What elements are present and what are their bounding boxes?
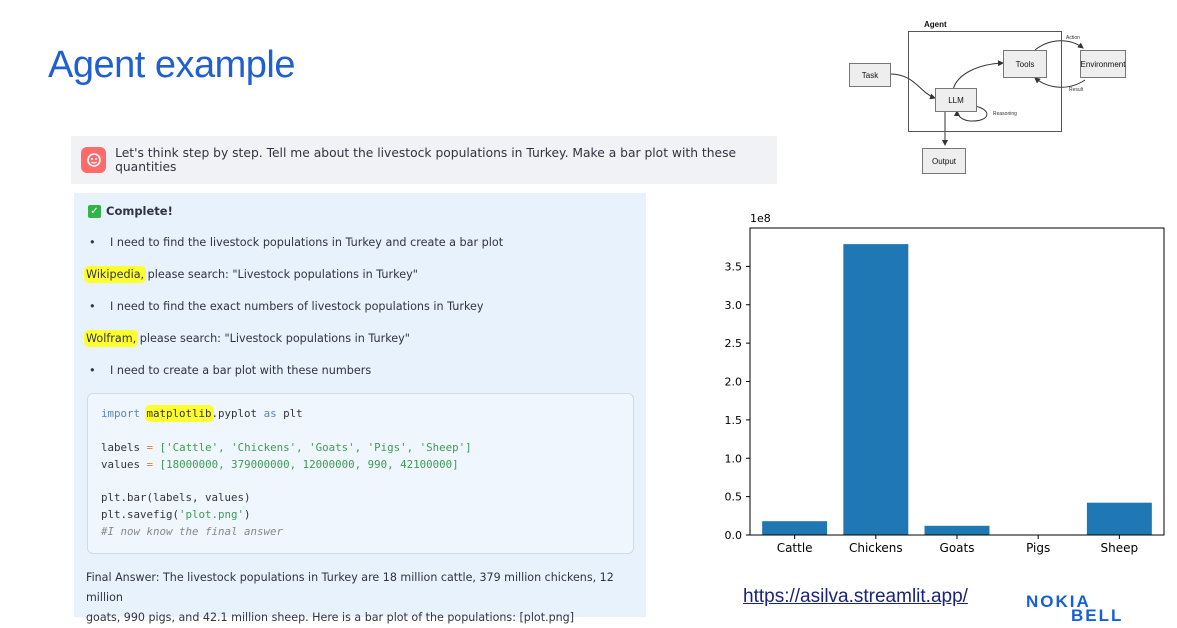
thought-item: •I need to create a bar plot with these …	[88, 364, 371, 377]
y-tick-label: 3.0	[725, 299, 743, 312]
slide-title: Agent example	[48, 44, 295, 87]
diagram-output-box: Output	[922, 148, 966, 174]
final-answer: Final Answer: The livestock populations …	[86, 568, 636, 628]
tool-query: please search: "Livestock populations in…	[136, 332, 410, 345]
agent-diagram: Agent Task Tools Environment LLM Output …	[845, 18, 1135, 178]
user-avatar-icon	[81, 147, 106, 173]
code-token: 'plot.png'	[179, 508, 244, 521]
x-tick-label: Pigs	[1026, 541, 1050, 555]
tool-query: please search: "Livestock populations in…	[144, 268, 418, 281]
bar	[762, 521, 827, 535]
code-token: #I now know the final answer	[101, 525, 283, 538]
code-line: import matplotlib.pyplot as plt	[101, 407, 303, 420]
code-token: labels	[101, 441, 140, 454]
status-label: Complete!	[106, 204, 173, 218]
livestock-bar-chart: 1e8 0.0 0.5 1.0 1.5 2.0 2.5 3.0 3.5 Cattle Chicken…	[712, 208, 1172, 558]
code-token: plt.savefig(	[101, 508, 179, 521]
y-tick-label: 1.0	[725, 452, 743, 465]
agent-frame	[908, 31, 1062, 132]
user-message: Let's think step by step. Tell me about …	[71, 136, 777, 184]
diagram-task-box: Task	[849, 63, 891, 87]
x-tick-label: Sheep	[1101, 541, 1139, 555]
code-line: values = [18000000, 379000000, 12000000,…	[101, 458, 459, 471]
code-token: import	[101, 407, 140, 420]
tool-action: Wolfram, please search: "Livestock popul…	[86, 332, 410, 345]
code-token: matplotlib	[147, 407, 212, 420]
bar	[925, 526, 990, 535]
tool-action: Wikipedia, please search: "Livestock pop…	[86, 268, 418, 281]
code-token: plt	[283, 407, 303, 420]
code-token: plt.bar(labels, values)	[101, 491, 251, 504]
final-answer-line: goats, 990 pigs, and 42.1 million sheep.…	[86, 608, 636, 628]
thought-text: I need to find the exact numbers of live…	[110, 300, 484, 313]
code-token: as	[264, 407, 277, 420]
x-tick-label: Cattle	[777, 541, 813, 555]
agent-response-panel: ✓ Complete! •I need to find the livestoc…	[74, 193, 646, 617]
y-tick-label: 3.5	[725, 260, 743, 273]
y-tick-label: 1.5	[725, 414, 743, 427]
code-token: .pyplot	[212, 407, 258, 420]
y-tick-label: 0.0	[725, 529, 743, 542]
plot-frame	[750, 228, 1164, 535]
y-tick-label: 2.5	[725, 337, 743, 350]
code-block[interactable]: import matplotlib.pyplot as plt labels =…	[87, 393, 634, 554]
code-token: =	[147, 458, 154, 471]
user-prompt-text: Let's think step by step. Tell me about …	[115, 146, 777, 174]
code-token: ['Cattle', 'Chickens', 'Goats', 'Pigs', …	[160, 441, 472, 454]
diagram-reasoning-label: Reasoning	[993, 111, 1017, 117]
y-tick-label: 2.0	[725, 376, 743, 389]
diagram-environment-box: Environment	[1080, 50, 1126, 78]
code-token: =	[147, 441, 154, 454]
x-tick-label: Chickens	[849, 541, 903, 555]
bar	[843, 244, 908, 535]
x-tick-label: Goats	[940, 541, 975, 555]
diagram-result-label: Result	[1069, 87, 1083, 93]
nokia-bell-logo: NOKIA BELL	[1026, 592, 1136, 624]
code-line: plt.bar(labels, values)	[101, 491, 251, 504]
thought-text: I need to create a bar plot with these n…	[110, 364, 371, 377]
tool-name: Wolfram,	[86, 332, 136, 345]
final-answer-line: Final Answer: The livestock populations …	[86, 568, 636, 608]
y-scale-label: 1e8	[750, 212, 771, 225]
check-icon: ✓	[88, 205, 101, 218]
diagram-llm-box: LLM	[935, 88, 977, 112]
code-line: labels = ['Cattle', 'Chickens', 'Goats',…	[101, 441, 472, 454]
thought-item: •I need to find the livestock population…	[88, 236, 503, 249]
code-token: values	[101, 458, 140, 471]
bar	[1087, 503, 1152, 535]
agent-frame-label: Agent	[924, 20, 947, 29]
code-token: [18000000, 379000000, 12000000, 990, 421…	[160, 458, 459, 471]
thought-text: I need to find the livestock populations…	[110, 236, 503, 249]
status-row[interactable]: ✓ Complete!	[88, 204, 173, 218]
code-line: #I now know the final answer	[101, 525, 283, 538]
code-token: )	[244, 508, 251, 521]
tool-name: Wikipedia,	[86, 268, 144, 281]
code-line: plt.savefig('plot.png')	[101, 508, 251, 521]
diagram-tools-box: Tools	[1003, 50, 1047, 78]
streamlit-app-link[interactable]: https://asilva.streamlit.app/	[743, 586, 968, 608]
thought-item: •I need to find the exact numbers of liv…	[88, 300, 484, 313]
y-tick-label: 0.5	[725, 491, 743, 504]
logo-text: BELL	[1071, 606, 1123, 626]
diagram-action-label: Action	[1066, 35, 1080, 41]
